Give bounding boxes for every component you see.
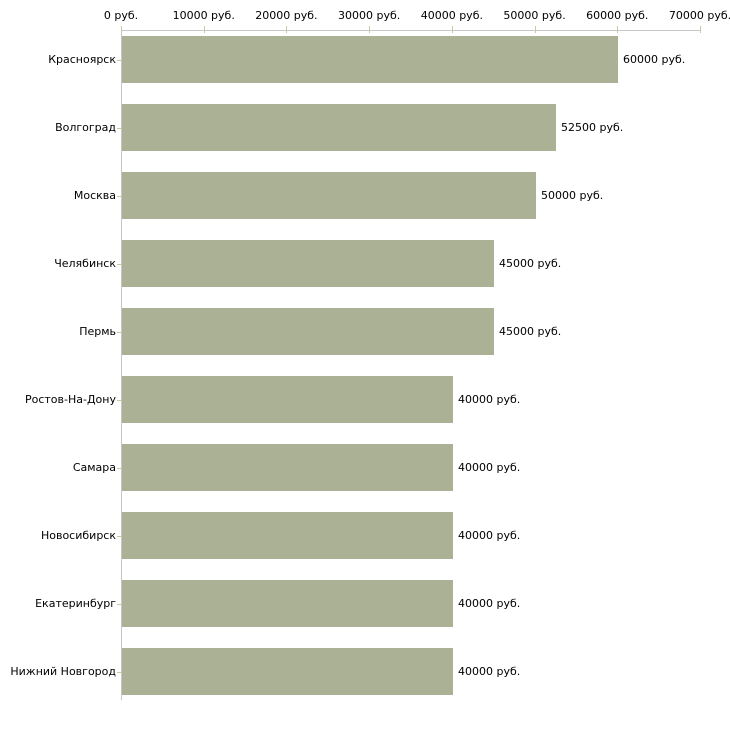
bar <box>122 376 453 423</box>
bar <box>122 444 453 491</box>
category-label: Красноярск <box>48 52 116 66</box>
x-axis-tick-mark <box>369 26 371 33</box>
x-axis-tick-label: 30000 руб. <box>338 9 401 22</box>
bar-value-label: 50000 руб. <box>541 188 604 202</box>
bar-value-label: 52500 руб. <box>561 120 624 134</box>
bar-value-label: 45000 руб. <box>499 324 562 338</box>
category-label: Москва <box>73 188 116 202</box>
x-axis-tick-mark <box>617 26 619 33</box>
category-tick-mark <box>117 264 121 265</box>
category-label: Екатеринбург <box>35 596 116 610</box>
x-axis-line <box>121 30 701 31</box>
category-label: Новосибирск <box>40 528 116 542</box>
x-axis-tick-mark <box>121 26 122 33</box>
bar <box>122 648 453 695</box>
category-label: Волгоград <box>55 120 116 134</box>
category-tick-mark <box>117 536 121 537</box>
x-axis-tick-mark <box>451 26 453 33</box>
category-tick-mark <box>117 400 121 401</box>
category-label: Нижний Новгород <box>10 664 116 678</box>
bar <box>122 580 453 627</box>
category-tick-mark <box>117 196 121 197</box>
x-axis-tick-label: 10000 руб. <box>172 9 235 22</box>
y-axis-line <box>121 30 122 700</box>
x-axis-tick-label: 50000 руб. <box>503 9 566 22</box>
category-label: Пермь <box>79 324 116 338</box>
category-label: Самара <box>72 460 116 474</box>
category-tick-mark <box>117 604 121 605</box>
category-tick-mark <box>117 332 121 333</box>
category-label: Ростов-На-Дону <box>24 392 116 406</box>
bar-value-label: 60000 руб. <box>623 52 686 66</box>
bar-value-label: 40000 руб. <box>458 528 521 542</box>
bar <box>122 104 556 151</box>
x-axis-tick-label: 60000 руб. <box>586 9 649 22</box>
category-tick-mark <box>117 128 121 129</box>
x-axis-tick-label: 20000 руб. <box>255 9 318 22</box>
bar-value-label: 40000 руб. <box>458 596 521 610</box>
bar <box>122 172 536 219</box>
x-axis-tick-mark <box>700 26 701 33</box>
category-tick-mark <box>117 468 121 469</box>
bar <box>122 36 618 83</box>
bar <box>122 308 494 355</box>
x-axis-tick-mark <box>203 26 205 33</box>
bar-value-label: 40000 руб. <box>458 664 521 678</box>
category-tick-mark <box>117 672 121 673</box>
bar-value-label: 45000 руб. <box>499 256 562 270</box>
x-axis-tick-label: 70000 руб. <box>668 9 730 22</box>
bar-value-label: 40000 руб. <box>458 460 521 474</box>
x-axis-tick-mark <box>286 26 288 33</box>
x-axis-tick-label: 40000 руб. <box>420 9 483 22</box>
category-label: Челябинск <box>54 256 116 270</box>
x-axis-tick-mark <box>534 26 536 33</box>
bar <box>122 240 494 287</box>
bar <box>122 512 453 559</box>
bar-value-label: 40000 руб. <box>458 392 521 406</box>
category-tick-mark <box>117 60 121 61</box>
x-axis-tick-label: 0 руб. <box>103 9 139 22</box>
